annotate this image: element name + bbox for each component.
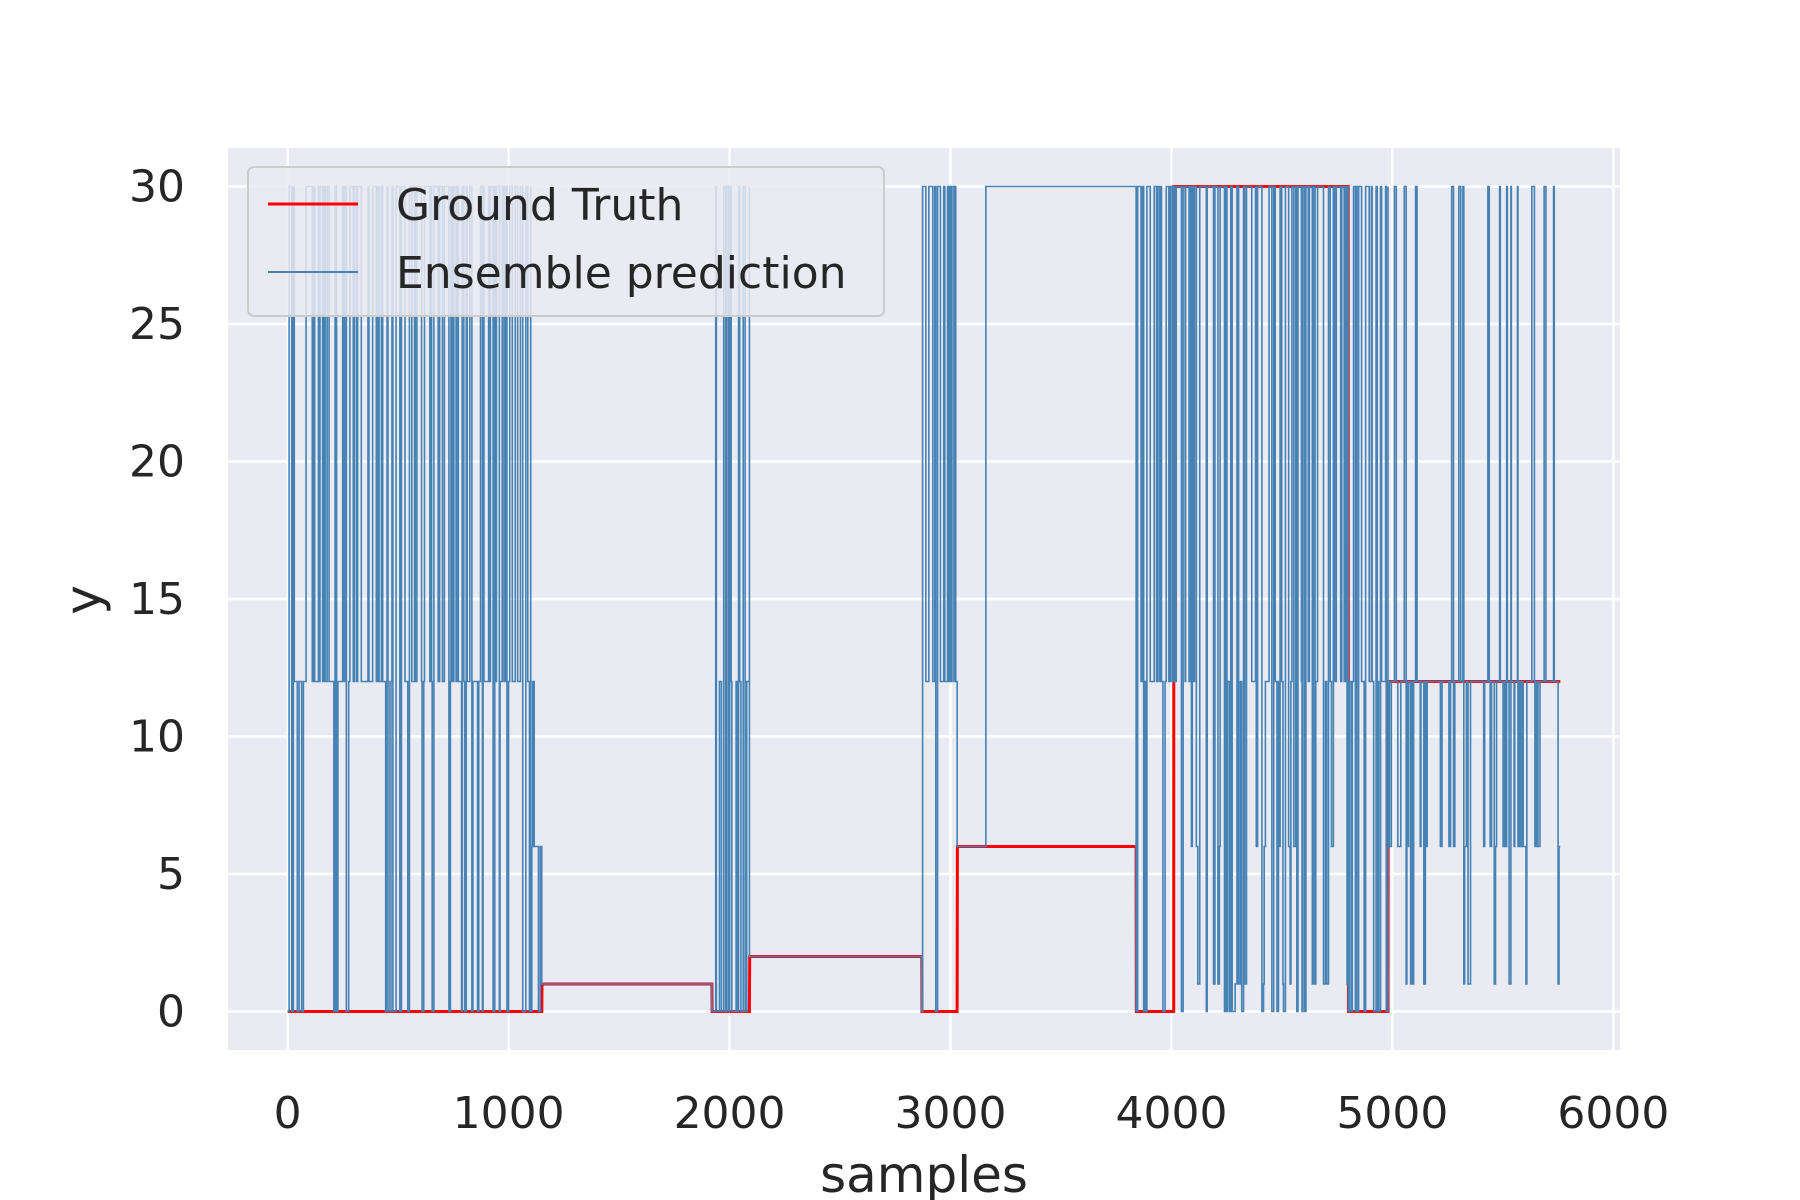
y-tick-label: 5 [157, 849, 185, 900]
x-tick-labels: 0 1000 2000 3000 4000 5000 6000 [274, 1088, 1670, 1139]
x-tick-label: 4000 [1115, 1088, 1227, 1139]
y-tick-label: 15 [129, 574, 185, 625]
x-tick-label: 3000 [895, 1088, 1007, 1139]
x-tick-label: 5000 [1336, 1088, 1448, 1139]
y-tick-label: 25 [129, 299, 185, 350]
y-tick-label: 30 [129, 162, 185, 213]
legend-label-ensemble-prediction: Ensemble prediction [396, 248, 847, 299]
legend-box [247, 166, 885, 317]
y-tick-labels: 0 5 10 15 20 25 30 [129, 162, 185, 1038]
y-axis-label: y [54, 585, 112, 615]
y-tick-label: 20 [129, 437, 185, 488]
legend: Ground Truth Ensemble prediction [247, 166, 885, 317]
legend-label-ground-truth: Ground Truth [396, 180, 683, 231]
x-axis-label: samples [820, 1146, 1028, 1200]
x-tick-label: 0 [274, 1088, 302, 1139]
y-tick-label: 10 [129, 712, 185, 763]
y-tick-label: 0 [157, 987, 185, 1038]
x-tick-label: 2000 [674, 1088, 786, 1139]
x-tick-label: 6000 [1557, 1088, 1669, 1139]
x-tick-label: 1000 [453, 1088, 565, 1139]
